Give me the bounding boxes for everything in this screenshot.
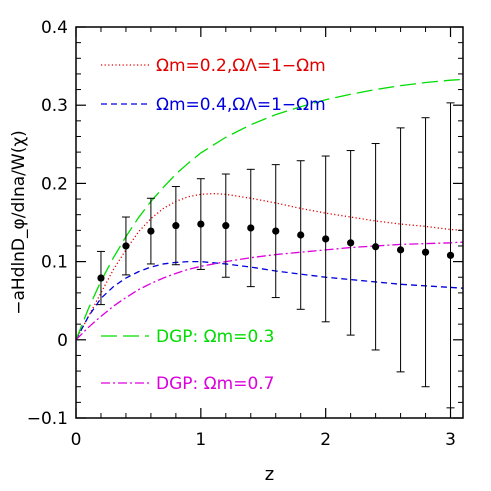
x-axis-label: z — [265, 464, 274, 485]
ticks — [75, 26, 463, 419]
plot-frame — [75, 26, 464, 419]
curves — [75, 78, 464, 341]
series-line-2 — [75, 260, 464, 341]
x-tick-label: 3 — [445, 430, 456, 450]
data-point — [147, 227, 155, 235]
legend-label-2: Ωm=0.4,ΩΛ=1−Ωm — [156, 95, 326, 115]
y-tick-label: 0.1 — [41, 253, 68, 273]
data-point — [172, 222, 180, 230]
series-line-4 — [75, 241, 464, 341]
data-point — [247, 224, 255, 232]
data-point — [372, 243, 380, 251]
y-tick-label: 0.4 — [41, 18, 68, 38]
data-point — [396, 246, 405, 254]
legend: Ωm=0.2,ΩΛ=1−Ωm Ωm=0.4,ΩΛ=1−Ωm DGP: Ωm=0.3 D… — [101, 56, 326, 394]
data-points — [96, 102, 455, 409]
series-line-1 — [75, 192, 464, 341]
data-point — [97, 274, 105, 282]
data-point — [222, 222, 230, 230]
data-point — [421, 248, 430, 256]
y-tick-label: 0 — [57, 331, 68, 351]
x-tick-label: 2 — [320, 430, 331, 450]
x-tick-label: 1 — [195, 430, 206, 450]
data-point — [322, 235, 330, 243]
y-tick-label: 0.3 — [41, 96, 68, 116]
y-tick-label: 0.2 — [41, 174, 68, 194]
legend-label-3: DGP: Ωm=0.3 — [156, 327, 274, 347]
legend-label-4: DGP: Ωm=0.7 — [156, 374, 274, 394]
data-point — [347, 239, 355, 247]
tick-labels: 0 1 2 3−0.100.10.20.30.4 — [27, 18, 456, 450]
series-line-3 — [75, 78, 464, 341]
data-point — [122, 242, 130, 250]
x-tick-label: 0 — [71, 430, 82, 450]
data-point — [297, 231, 305, 239]
y-axis-label: −aHdlnD_φ/dlna/W(χ) — [9, 130, 29, 315]
data-point — [446, 251, 455, 259]
data-point — [272, 227, 280, 235]
data-point — [197, 220, 205, 228]
legend-label-1: Ωm=0.2,ΩΛ=1−Ωm — [156, 56, 326, 76]
axes-frame — [75, 26, 464, 419]
y-tick-label: −0.1 — [27, 409, 68, 429]
